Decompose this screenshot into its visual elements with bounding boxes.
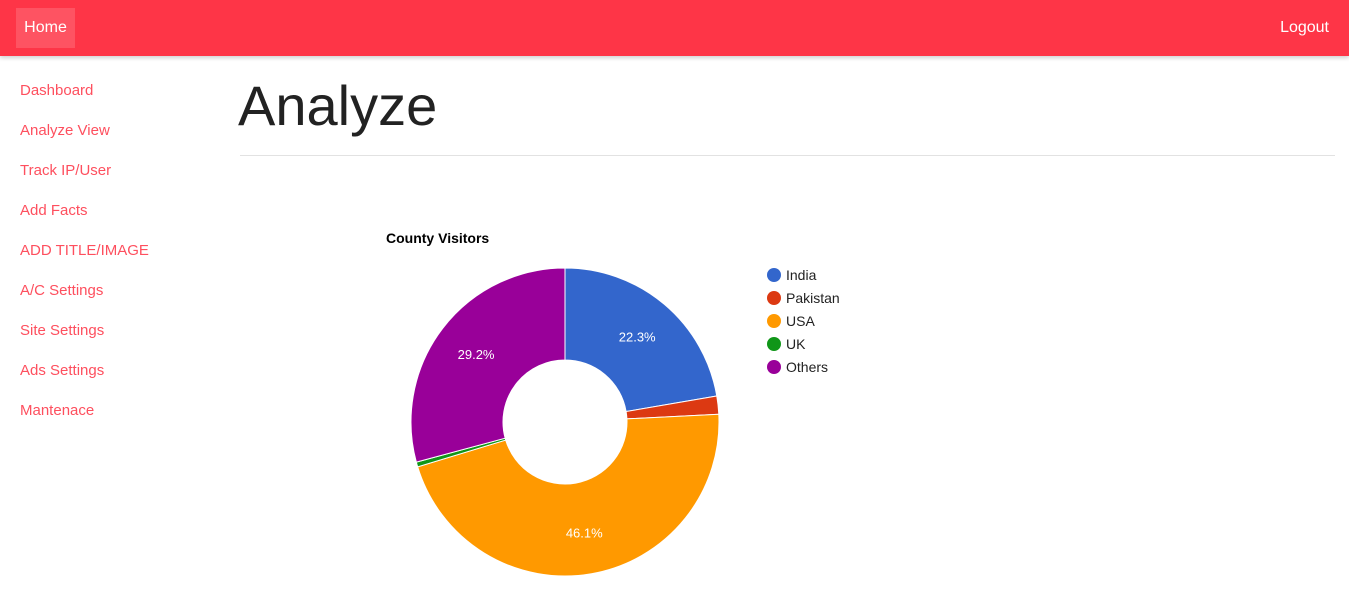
legend-marker-others [767, 360, 781, 374]
legend-marker-usa [767, 314, 781, 328]
legend-marker-pakistan [767, 291, 781, 305]
sidebar-item-add-facts[interactable]: Add Facts [20, 202, 88, 219]
legend-label-pakistan[interactable]: Pakistan [786, 290, 840, 306]
sidebar-item-track-ip-user[interactable]: Track IP/User [20, 162, 112, 179]
pie-slice-india[interactable] [564, 267, 718, 413]
sidebar-item-analyze-view[interactable]: Analyze View [20, 122, 110, 139]
sidebar: Dashboard Analyze View Track IP/User Add… [20, 71, 220, 431]
sidebar-item-dashboard[interactable]: Dashboard [20, 82, 94, 99]
sidebar-item-ac-settings[interactable]: A/C Settings [20, 282, 104, 299]
legend-label-india[interactable]: India [786, 267, 817, 283]
sidebar-item-add-title-image[interactable]: ADD TITLE/IMAGE [20, 242, 149, 259]
pie-slice-usa[interactable] [417, 413, 720, 577]
logout-button[interactable]: Logout [1280, 19, 1329, 36]
title-divider [240, 155, 1335, 156]
legend-marker-india [767, 268, 781, 282]
slice-label-india: 22.3% [619, 329, 656, 344]
slice-label-usa: 46.1% [566, 525, 603, 540]
chart-slice-labels: 22.3% 46.1% 29.2% [458, 329, 656, 540]
page-title: Analyze [238, 74, 438, 137]
home-button[interactable]: Home [16, 8, 75, 48]
legend-marker-uk [767, 337, 781, 351]
legend-label-uk[interactable]: UK [786, 336, 806, 352]
chart-legend: India Pakistan USA UK Others [767, 267, 840, 375]
sidebar-item-site-settings[interactable]: Site Settings [20, 322, 105, 339]
chart-slices [410, 267, 720, 577]
sidebar-item-ads-settings[interactable]: Ads Settings [20, 362, 105, 379]
pie-slice-others[interactable] [410, 267, 566, 463]
legend-label-others[interactable]: Others [786, 359, 828, 375]
chart-title: County Visitors [386, 230, 489, 246]
sidebar-item-mantenace[interactable]: Mantenace [20, 402, 95, 419]
legend-label-usa[interactable]: USA [786, 313, 815, 329]
slice-label-others: 29.2% [458, 347, 495, 362]
top-navbar: Home Logout [0, 0, 1349, 56]
